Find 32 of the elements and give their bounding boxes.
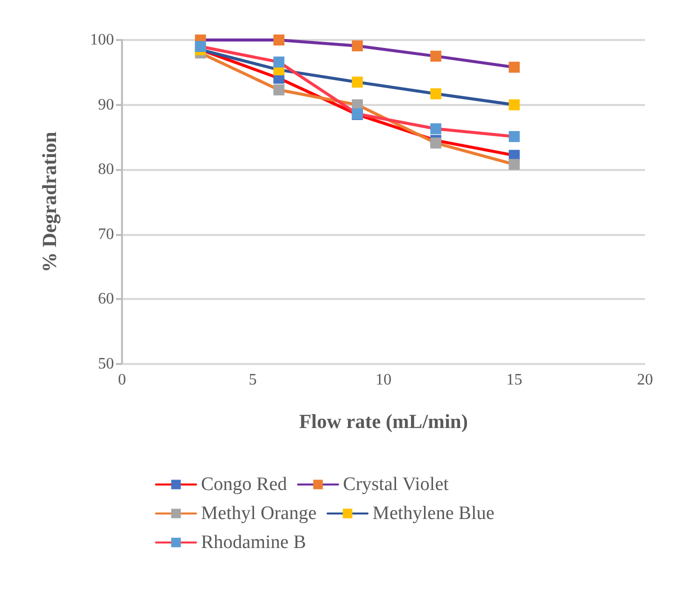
- legend-label: Rhodamine B: [201, 532, 306, 553]
- point: [508, 158, 520, 170]
- y-tick-label: 80: [98, 161, 114, 178]
- point: [352, 40, 363, 52]
- x-tick-label: 0: [118, 372, 126, 388]
- y-tick-label: 90: [98, 96, 114, 114]
- y-tick-label: 50: [98, 356, 114, 372]
- y-axis-title: % Degradration: [39, 132, 61, 272]
- legend-label: Methylene Blue: [372, 503, 494, 524]
- legend-label: Crystal Violet: [343, 474, 450, 495]
- x-tick-label: 5: [248, 372, 257, 388]
- legend-label: Methyl Orange: [201, 503, 317, 524]
- point: [508, 131, 520, 142]
- point: [508, 99, 520, 110]
- point: [430, 138, 442, 149]
- y-tick-label: 70: [98, 226, 114, 243]
- x-axis-title: Flow rate (mL/min): [299, 411, 468, 433]
- point: [430, 88, 442, 100]
- x-tick-label: 20: [637, 372, 653, 388]
- point: [352, 76, 363, 88]
- y-tick-label: 100: [90, 32, 114, 48]
- x-tick-label: 15: [506, 372, 522, 388]
- point: [430, 50, 442, 62]
- point: [273, 56, 284, 68]
- y-tick-label: 60: [98, 290, 114, 308]
- point: [273, 84, 284, 96]
- point: [430, 123, 442, 134]
- point: [508, 62, 520, 73]
- legend-label: Congo Red: [201, 474, 288, 495]
- x-tick-label: 10: [376, 372, 392, 388]
- point: [194, 40, 206, 52]
- point: [273, 34, 284, 46]
